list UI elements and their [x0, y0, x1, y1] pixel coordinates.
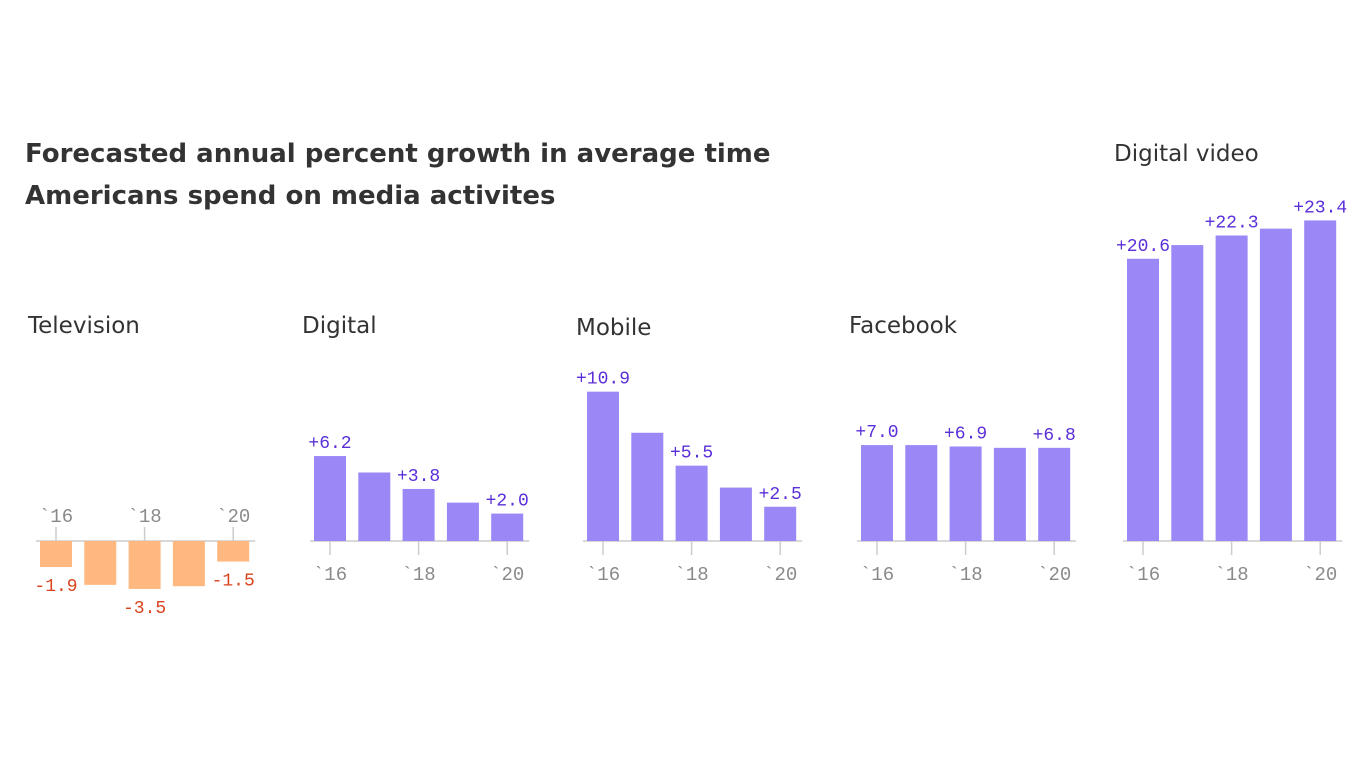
- x-tick-label: `18: [1214, 564, 1248, 586]
- data-label: +5.5: [670, 444, 713, 464]
- x-tick-label: `16: [586, 564, 620, 586]
- data-label: +7.0: [855, 423, 898, 443]
- panel-title: Television: [27, 313, 140, 339]
- bar: [587, 391, 619, 541]
- data-label: +6.2: [308, 434, 351, 454]
- data-label: -1.9: [34, 577, 77, 597]
- chart-title-line-1: Forecasted annual percent growth in aver…: [25, 139, 771, 169]
- bar: [217, 541, 250, 562]
- panel-title: Facebook: [849, 313, 958, 339]
- x-tick-label: `16: [39, 506, 73, 528]
- bar: [1127, 258, 1159, 541]
- data-label: +6.8: [1033, 426, 1076, 446]
- bar: [905, 445, 938, 541]
- data-label: +2.5: [759, 485, 802, 505]
- x-tick-label: `16: [1126, 564, 1160, 586]
- bar: [861, 445, 893, 541]
- bar: [1171, 245, 1204, 541]
- panel-title: Digital: [302, 313, 377, 339]
- bar: [491, 513, 524, 541]
- bar: [446, 502, 479, 541]
- bar: [128, 541, 161, 589]
- data-label: +3.8: [397, 467, 440, 487]
- x-tick-label: `20: [1303, 564, 1337, 586]
- data-label: +6.9: [944, 424, 987, 444]
- bar: [358, 472, 391, 541]
- x-tick-label: `16: [313, 564, 347, 586]
- panel-facebook: Facebook +7.0 +6.9 +6.8 `16 `18 `20: [849, 313, 1077, 586]
- bar: [1038, 447, 1071, 541]
- data-label: +10.9: [576, 370, 630, 390]
- data-label: +20.6: [1116, 237, 1170, 257]
- x-tick-label: `20: [216, 506, 250, 528]
- x-tick-label: `20: [763, 564, 797, 586]
- bar: [172, 541, 205, 587]
- bar: [1259, 228, 1292, 541]
- data-label: -3.5: [123, 599, 166, 619]
- x-tick-label: `20: [490, 564, 524, 586]
- panel-mobile: Mobile +10.9 +5.5 +2.5 `16 `18 `20: [576, 315, 803, 586]
- panel-title: Digital video: [1114, 141, 1259, 167]
- bar: [314, 456, 346, 541]
- bar: [402, 488, 435, 541]
- panel-digital-video: Digital video +20.6 +22.3 +23.4 `16 `18 `20: [1114, 141, 1347, 586]
- x-tick-label: `18: [401, 564, 435, 586]
- data-label: +23.4: [1293, 198, 1347, 218]
- bar: [675, 465, 708, 541]
- bar: [631, 432, 664, 541]
- panel-title: Mobile: [576, 315, 651, 341]
- bar: [40, 541, 72, 568]
- x-tick-label: `16: [860, 564, 894, 586]
- bar: [1304, 220, 1337, 542]
- bar: [84, 541, 117, 585]
- panel-digital: Digital +6.2 +3.8 +2.0 `16 `18 `20: [302, 313, 530, 586]
- data-label: +2.0: [486, 492, 529, 512]
- bar: [1215, 235, 1248, 542]
- bar: [993, 447, 1026, 541]
- chart-title-line-2: Americans spend on media activites: [25, 181, 555, 211]
- x-tick-label: `18: [674, 564, 708, 586]
- bar: [719, 487, 752, 541]
- data-label: -1.5: [212, 572, 255, 592]
- x-tick-label: `18: [127, 506, 161, 528]
- data-label: +22.3: [1205, 213, 1259, 233]
- panel-television: Television -1.9 -3.5 -1.5 `16 `18 `20: [27, 313, 256, 619]
- x-tick-label: `20: [1037, 564, 1071, 586]
- bar: [764, 506, 797, 541]
- bar: [949, 446, 982, 541]
- x-tick-label: `18: [948, 564, 982, 586]
